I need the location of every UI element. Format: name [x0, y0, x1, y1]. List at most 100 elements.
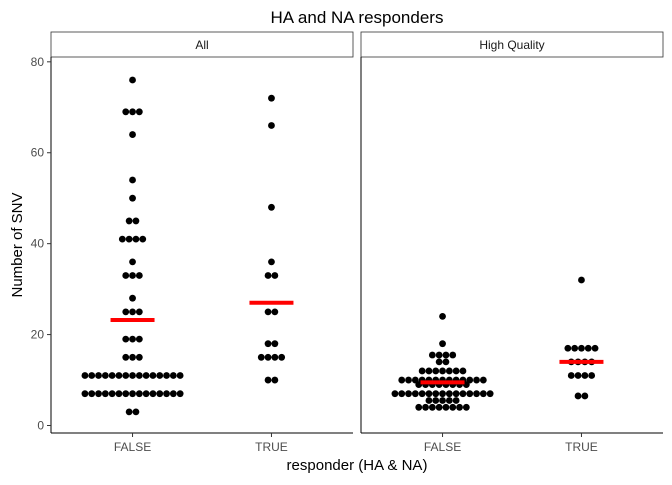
data-point-high-quality-true [578, 276, 585, 284]
data-point-all-false [129, 335, 136, 343]
data-point-all-false [101, 372, 109, 379]
data-point-high-quality-false [439, 390, 446, 398]
data-point-high-quality-false [411, 376, 419, 384]
x-tick-label: FALSE [424, 440, 461, 454]
data-point-high-quality-false [425, 397, 433, 404]
data-point-all-false [81, 372, 89, 379]
data-point-high-quality-false [486, 390, 494, 398]
data-point-all-true [264, 272, 272, 279]
data-point-high-quality-false [425, 367, 433, 375]
data-point-high-quality-false [479, 376, 487, 384]
facet-strip-label: High Quality [479, 38, 544, 52]
data-point-high-quality-false [411, 390, 419, 398]
data-point-high-quality-false [459, 390, 467, 398]
data-point-high-quality-false [452, 367, 460, 375]
data-point-high-quality-false [439, 397, 446, 404]
data-point-high-quality-false [432, 390, 440, 398]
x-tick-label: TRUE [565, 440, 598, 454]
data-point-high-quality-false [439, 340, 446, 348]
data-point-high-quality-true [591, 344, 599, 352]
data-point-high-quality-false [418, 390, 426, 398]
facet-strip-label: All [195, 38, 208, 52]
data-point-all-false [135, 272, 143, 279]
data-point-high-quality-false [428, 351, 436, 359]
data-point-all-false [95, 390, 102, 398]
y-tick-label: 60 [31, 146, 45, 160]
data-point-all-false [176, 390, 184, 398]
data-point-all-false [122, 335, 130, 343]
data-point-all-true [268, 122, 275, 129]
data-point-all-false [129, 353, 136, 361]
data-point-all-false [135, 108, 143, 116]
data-point-all-false [88, 372, 96, 379]
data-point-all-true [268, 258, 275, 266]
data-point-all-false [108, 372, 116, 379]
data-point-high-quality-false [445, 367, 453, 375]
data-point-all-false [122, 353, 130, 361]
data-point-high-quality-false [442, 358, 450, 366]
y-tick-label: 0 [37, 419, 44, 433]
data-point-all-false [81, 390, 89, 398]
data-point-all-false [142, 390, 150, 398]
data-point-high-quality-false [442, 351, 450, 359]
data-point-all-false [129, 258, 136, 266]
data-point-all-false [125, 408, 133, 416]
data-point-all-true [271, 340, 279, 348]
data-point-all-false [132, 217, 140, 225]
data-point-all-false [135, 353, 143, 361]
panel-all: All 0 20 40 60 80 FALSE TRUE [31, 31, 354, 454]
data-point-all-false [125, 217, 133, 225]
data-point-high-quality-false [449, 403, 457, 411]
data-point-all-false [122, 108, 130, 116]
data-point-all-false [135, 335, 143, 343]
y-tick-label: 40 [31, 237, 45, 251]
data-point-high-quality-true [567, 372, 575, 379]
x-axis-label: responder (HA & NA) [287, 457, 428, 474]
data-point-high-quality-false [452, 397, 460, 404]
data-point-all-true [271, 376, 279, 384]
data-point-all-false [115, 390, 123, 398]
data-point-high-quality-false [425, 390, 433, 398]
data-point-all-false [115, 372, 123, 379]
data-point-high-quality-false [405, 390, 412, 398]
data-point-high-quality-false [428, 403, 436, 411]
data-point-all-false [156, 372, 164, 379]
data-point-all-true [271, 353, 279, 361]
data-point-high-quality-false [456, 403, 463, 411]
data-point-all-false [156, 390, 164, 398]
data-point-all-false [135, 390, 143, 398]
data-point-high-quality-false [473, 376, 480, 384]
data-point-all-false [135, 372, 143, 379]
data-point-all-true [271, 272, 279, 279]
data-point-all-true [268, 203, 275, 211]
data-point-high-quality-true [574, 392, 582, 400]
data-point-all-true [264, 308, 272, 316]
data-point-all-true [278, 353, 286, 361]
data-point-all-false [163, 390, 170, 398]
data-point-all-true [268, 94, 275, 102]
data-point-high-quality-false [466, 376, 474, 384]
data-point-high-quality-false [452, 390, 460, 398]
data-point-all-false [118, 235, 126, 243]
data-point-high-quality-false [466, 390, 474, 398]
data-point-high-quality-true [588, 372, 596, 379]
data-point-high-quality-false [445, 397, 453, 404]
data-point-all-true [264, 340, 272, 348]
data-point-all-false [163, 372, 170, 379]
data-point-high-quality-false [439, 367, 446, 375]
y-axis-label: Number of SNV [9, 192, 26, 297]
facet-strip [360, 31, 664, 58]
data-point-all-true [264, 376, 272, 384]
data-point-all-false [88, 390, 96, 398]
data-point-high-quality-false [422, 403, 429, 411]
data-point-all-false [129, 372, 136, 379]
data-point-high-quality-false [462, 403, 470, 411]
data-point-all-false [149, 390, 157, 398]
data-point-all-false [129, 194, 136, 202]
data-point-high-quality-false [418, 367, 426, 375]
data-point-all-true [271, 308, 279, 316]
x-tick-label: FALSE [114, 440, 151, 454]
data-point-high-quality-false [435, 403, 443, 411]
data-point-all-false [139, 235, 147, 243]
